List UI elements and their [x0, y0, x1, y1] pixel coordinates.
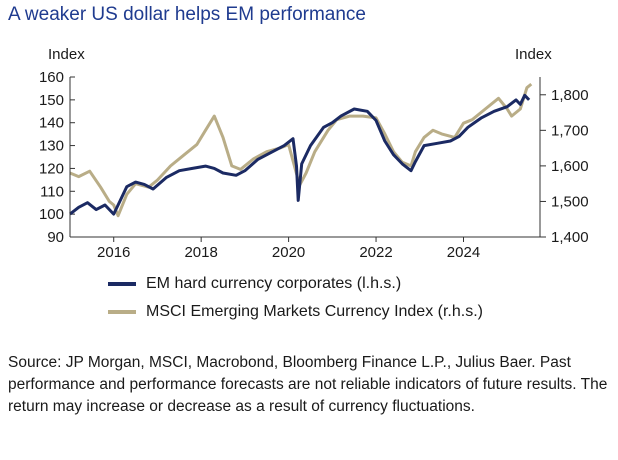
chart-title: A weaker US dollar helps EM performance	[8, 4, 366, 25]
legend-swatch-msci-currency	[108, 310, 136, 314]
right-tick-label: 1,700	[551, 122, 589, 139]
x-tick-label: 2024	[447, 244, 480, 261]
right-tick-label: 1,600	[551, 158, 589, 175]
left-tick-label: 110	[40, 183, 64, 200]
x-tick-label: 2020	[272, 244, 305, 261]
legend-swatch-em-corporates	[108, 282, 136, 286]
left-tick-label: 120	[39, 160, 64, 177]
source-note: Source: JP Morgan, MSCI, Macrobond, Bloo…	[8, 354, 608, 415]
left-tick-label: 160	[39, 69, 64, 86]
legend-item-msci-currency: MSCI Emerging Markets Currency Index (r.…	[108, 298, 483, 326]
legend-label-em-corporates: EM hard currency corporates (l.h.s.)	[146, 275, 402, 292]
x-axis: 2016 2018 2020 2022 2024	[97, 237, 480, 261]
x-tick-label: 2022	[359, 244, 392, 261]
x-tick-label: 2016	[97, 244, 130, 261]
left-axis-label: Index	[48, 46, 85, 63]
left-tick-label: 130	[39, 138, 64, 155]
left-tick-label: 100	[39, 206, 64, 223]
right-tick-label: 1,400	[551, 229, 589, 246]
left-tick-label: 90	[47, 229, 64, 246]
x-tick-label: 2018	[184, 244, 217, 261]
left-tick-label: 150	[39, 92, 64, 109]
legend: EM hard currency corporates (l.h.s.) MSC…	[108, 270, 483, 326]
series-line-msci-currency	[69, 82, 533, 218]
left-tick-label: 140	[39, 115, 64, 132]
series-lines	[69, 82, 533, 218]
left-axis: 90 100 110 120 130 140 150 160	[39, 69, 75, 246]
right-axis: 1,400 1,500 1,600 1,700 1,800	[540, 87, 589, 246]
right-tick-label: 1,800	[551, 87, 589, 104]
right-axis-label: Index	[515, 46, 552, 63]
series-line-em-corporates	[69, 93, 531, 216]
right-tick-label: 1,500	[551, 193, 589, 210]
legend-item-em-corporates: EM hard currency corporates (l.h.s.)	[108, 270, 483, 298]
legend-label-msci-currency: MSCI Emerging Markets Currency Index (r.…	[146, 303, 483, 320]
